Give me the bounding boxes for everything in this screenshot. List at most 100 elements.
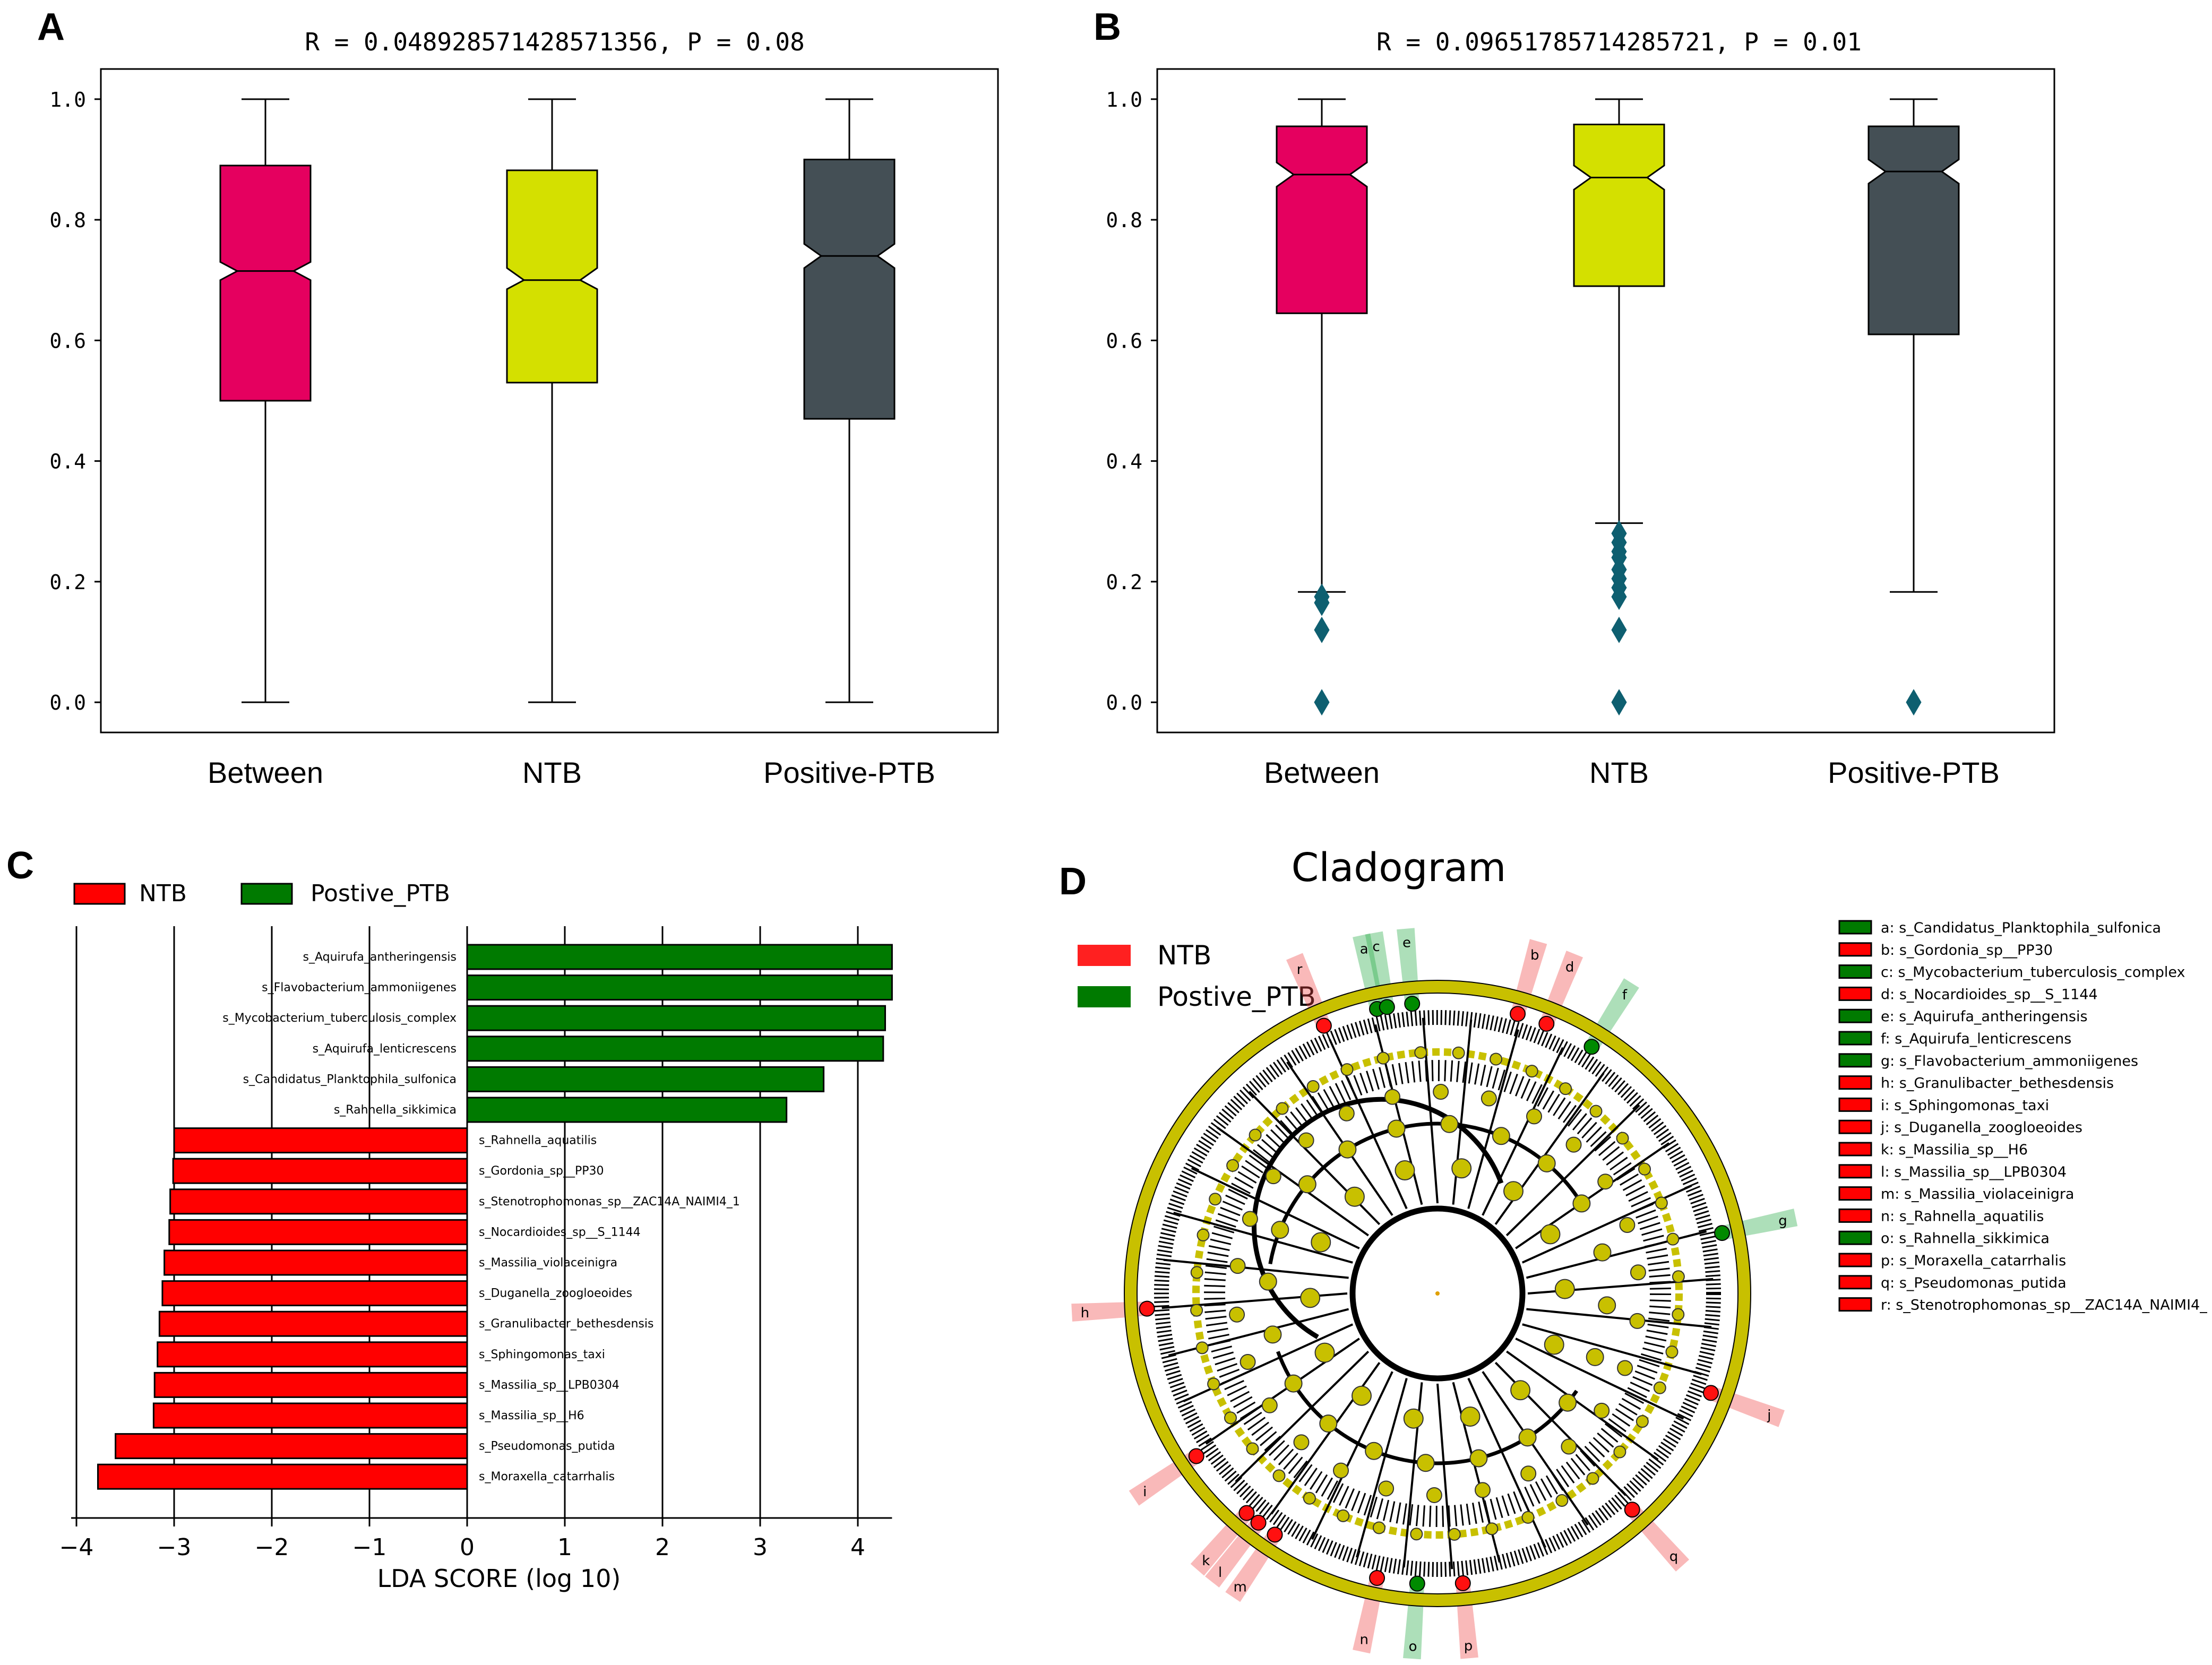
panel-b-xtick-between: Between	[1264, 756, 1380, 789]
terminal-branches	[1154, 1010, 1721, 1577]
lda-bar-label: s_Rahnella_sikkimica	[334, 1103, 457, 1117]
biomarker-node	[1188, 1448, 1204, 1464]
key-entry: h: s_Granulibacter_bethesdensis	[1881, 1075, 2114, 1092]
tree-node	[1195, 1341, 1209, 1355]
tree-node	[1619, 1217, 1636, 1233]
panel-d-legend-ptb-label: Postive_PTB	[1157, 981, 1316, 1012]
key-swatch	[1838, 1008, 1872, 1023]
lda-bar-label: s_Mycobacterium_tuberculosis_complex	[222, 1012, 457, 1025]
tree-node	[1333, 1462, 1349, 1479]
lda-bar-label: s_Aquirufa_lenticrescens	[313, 1042, 457, 1056]
y-tick-label: 0.8	[1106, 209, 1142, 232]
tree-node	[1561, 1438, 1577, 1455]
outlier-point	[1314, 616, 1330, 643]
tree-node	[1229, 1306, 1245, 1323]
tree-node	[1276, 1102, 1289, 1115]
tree-node	[1525, 1065, 1538, 1078]
tree-branch	[1173, 1212, 1353, 1264]
tree-node	[1410, 1528, 1423, 1541]
tree-branch	[1467, 1029, 1519, 1209]
lda-bar-label: s_Rahnella_aquatilis	[479, 1134, 597, 1148]
tree-branch	[1522, 1323, 1702, 1375]
tree-node	[1565, 1136, 1582, 1153]
biomarker-node	[1250, 1514, 1267, 1531]
clade-highlight-letter: r	[1297, 962, 1303, 978]
x-tick-label: −4	[59, 1534, 94, 1561]
lda-bar-label: s_Stenotrophomonas_sp__ZAC14A_NAIMI4_1	[479, 1195, 740, 1209]
biomarker-node	[1624, 1502, 1640, 1518]
tree-node	[1665, 1345, 1679, 1359]
tree-node	[1518, 1428, 1537, 1447]
lda-bar	[115, 1433, 468, 1460]
tree-node	[1617, 1360, 1633, 1376]
tree-node	[1638, 1162, 1651, 1176]
y-tick-label: 0.6	[1106, 329, 1142, 352]
key-entry: m: s_Massilia_violaceinigra	[1881, 1186, 2074, 1203]
x-tick-label: −1	[352, 1534, 387, 1561]
tree-branch	[1482, 1047, 1564, 1216]
key-entry: g: s_Flavobacterium_ammoniigenes	[1881, 1053, 2138, 1069]
tree-branch	[1506, 1350, 1659, 1461]
biomarker-node	[1538, 1015, 1555, 1032]
x-tick-label: 3	[753, 1534, 768, 1561]
clade-highlight-letter: g	[1778, 1213, 1787, 1229]
lda-bar-label: s_Aquirufa_antheringensis	[303, 951, 457, 964]
tree-node	[1593, 1243, 1612, 1262]
tree-node	[1451, 1158, 1472, 1179]
tree-branch	[1505, 1104, 1640, 1237]
class-arc	[1276, 1351, 1578, 1465]
tree-node	[1259, 1272, 1277, 1291]
tree-node	[1226, 1159, 1240, 1172]
tree-node	[1526, 1108, 1542, 1125]
panel-label-c: C	[6, 844, 34, 887]
tree-node	[1298, 1132, 1314, 1149]
biomarker-node	[1404, 996, 1421, 1012]
tree-node	[1387, 1119, 1406, 1138]
tree-node	[1403, 1408, 1424, 1429]
tree-node	[1300, 1288, 1321, 1308]
panel-label-a: A	[37, 6, 65, 48]
panel-c-lda-bars: NTB Postive_PTB s_Aquirufa_antheringensi…	[59, 880, 893, 1593]
panel-label-b: B	[1094, 6, 1121, 48]
key-entry: k: s_Massilia_sp__H6	[1881, 1142, 2028, 1158]
lda-bar-label: s_Duganella_zoogloeoides	[479, 1287, 632, 1300]
key-swatch	[1838, 1097, 1872, 1112]
box-between	[1276, 125, 1368, 314]
tree-node	[1572, 1194, 1591, 1213]
panel-label-d: D	[1059, 860, 1087, 903]
tree-node	[1190, 1304, 1203, 1317]
box-ntb	[506, 169, 598, 384]
tree-node	[1207, 1377, 1220, 1391]
key-swatch	[1838, 964, 1872, 979]
key-swatch	[1838, 1119, 1872, 1134]
tree-node	[1666, 1232, 1680, 1246]
tree-branch	[1191, 1167, 1360, 1249]
clade-highlight-letter: d	[1565, 959, 1574, 975]
clade-highlight-letter: h	[1081, 1305, 1089, 1321]
key-entry: b: s_Gordonia_sp__PP30	[1881, 942, 2053, 959]
lda-bar	[173, 1127, 468, 1154]
tree-node	[1448, 1528, 1461, 1541]
root-arc	[1349, 1205, 1526, 1382]
tree-node	[1521, 1511, 1535, 1524]
biomarker-node	[1714, 1225, 1731, 1241]
tree-node	[1261, 1397, 1278, 1413]
panel-a-boxplot: R = 0.048928571428571356, P = 0.08 0.00.…	[49, 28, 999, 789]
tree-node	[1559, 1393, 1577, 1412]
key-swatch	[1838, 1164, 1872, 1179]
tree-node	[1249, 1128, 1262, 1142]
panel-d-cladogram: Cladogram NTB Postive_PTB a b c d e f g h i j klm n…	[1071, 845, 2207, 1660]
tree-node	[1503, 1181, 1524, 1202]
tree-branch	[1482, 1371, 1589, 1526]
branch-band	[1204, 1060, 1671, 1527]
key-swatch	[1838, 1031, 1872, 1046]
tree-node	[1485, 1522, 1499, 1535]
clade-highlight-letter: f	[1622, 987, 1628, 1003]
panel-d-legend-ptb-swatch	[1078, 986, 1131, 1007]
tree-node	[1284, 1374, 1303, 1393]
panel-c-legend-ntb-swatch	[73, 883, 126, 905]
biomarker-node	[1139, 1300, 1155, 1317]
tip-node-ring	[1124, 980, 1751, 1607]
tree-node	[1303, 1491, 1316, 1505]
